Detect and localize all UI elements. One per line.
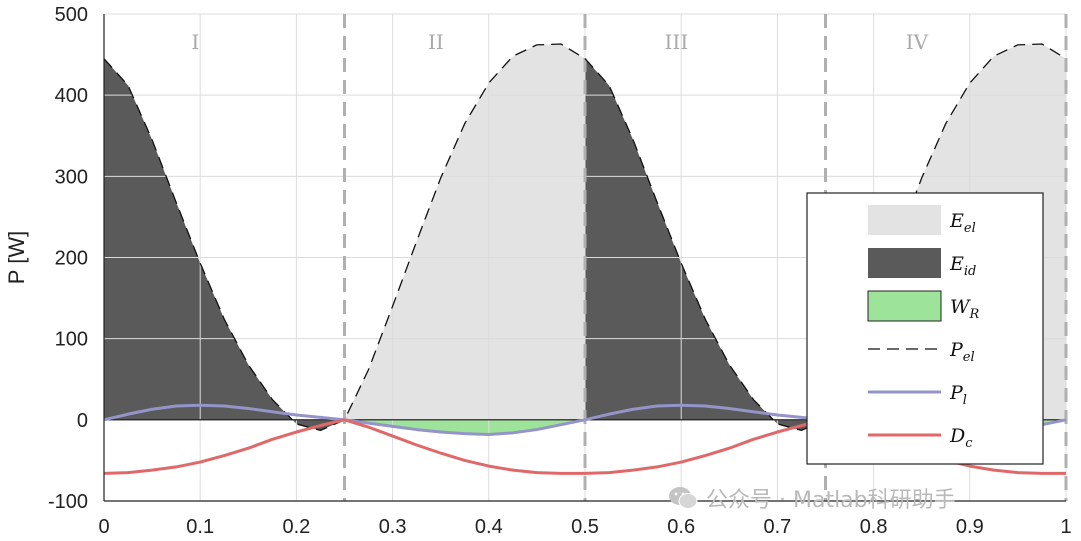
- x-tick-label: 0.8: [860, 516, 888, 538]
- x-tick-label: 0.1: [186, 516, 214, 538]
- legend-item-p-l-label: Pl: [949, 382, 967, 408]
- legend-item-e-id-swatch: [868, 248, 941, 278]
- legend-box: [806, 192, 1044, 465]
- area-e-el-1: [344, 44, 585, 420]
- x-tick-label: 0: [98, 516, 109, 538]
- legend-label-main: E: [949, 210, 964, 232]
- legend-item-e-el-label: Eel: [949, 210, 976, 236]
- area-e-id-2: [585, 58, 826, 431]
- legend-label-main: E: [949, 253, 964, 275]
- watermark-text: 公众号 · Matlab科研助手: [706, 488, 956, 513]
- y-tick-label: 300: [55, 166, 88, 188]
- legend-item-w-r-swatch: [867, 290, 942, 322]
- y-axis-label: P [W]: [4, 231, 29, 284]
- area-e-id-1: [104, 58, 345, 431]
- region-labels: I II III IV: [191, 30, 928, 54]
- x-tick-label: 0.3: [379, 516, 407, 538]
- legend-item-e-id-label: Eid: [949, 253, 976, 279]
- watermark: 公众号 · Matlab科研助手: [668, 480, 956, 516]
- legend-label-sub: c: [965, 436, 973, 451]
- legend-label-sub: id: [964, 264, 976, 279]
- x-tick-label: 0.9: [956, 516, 984, 538]
- wechat-icon: [669, 487, 698, 509]
- y-tick-label: 0: [77, 410, 88, 432]
- legend-label-main: P: [949, 382, 964, 404]
- legend-label-sub: el: [963, 350, 975, 365]
- legend-label-sub: el: [964, 221, 976, 236]
- y-tick-label: 500: [55, 4, 88, 26]
- x-tick-label: 0.7: [763, 516, 791, 538]
- region-label-II: II: [428, 30, 444, 54]
- series-line-p-el: [103, 43, 1067, 432]
- y-tick-label: -100: [48, 491, 88, 513]
- region-label-I: I: [191, 30, 199, 54]
- x-tick-label: 0.6: [667, 516, 695, 538]
- tick-labels: 0 0.1 0.2 0.3 0.4 0.5 0.6 0.7 0.8 0.9 1 -100 0 100 200…: [48, 4, 1072, 538]
- legend-label-main: D: [949, 425, 965, 447]
- legend-item-e-el-swatch: [868, 205, 941, 235]
- legend-label-sub: l: [963, 393, 967, 408]
- legend-item-p-el-label: Pel: [949, 339, 975, 365]
- legend-label-sub: R: [969, 307, 980, 322]
- y-tick-label: 100: [55, 329, 88, 351]
- x-tick-label: 0.5: [571, 516, 599, 538]
- legend-item-w-r-label: WR: [950, 296, 980, 322]
- region-label-IV: IV: [906, 30, 929, 54]
- axes: [103, 14, 1066, 502]
- x-tick-label: 0.2: [282, 516, 310, 538]
- x-tick-label: 0.4: [475, 516, 503, 538]
- y-tick-label: 200: [55, 248, 88, 270]
- legend-label-main: P: [949, 339, 964, 361]
- region-label-III: III: [665, 30, 689, 54]
- y-tick-label: 400: [55, 85, 88, 107]
- legend-label-main: W: [950, 296, 971, 318]
- x-tick-label: 1: [1060, 516, 1071, 538]
- legend-item-d-c-label: Dc: [949, 425, 973, 451]
